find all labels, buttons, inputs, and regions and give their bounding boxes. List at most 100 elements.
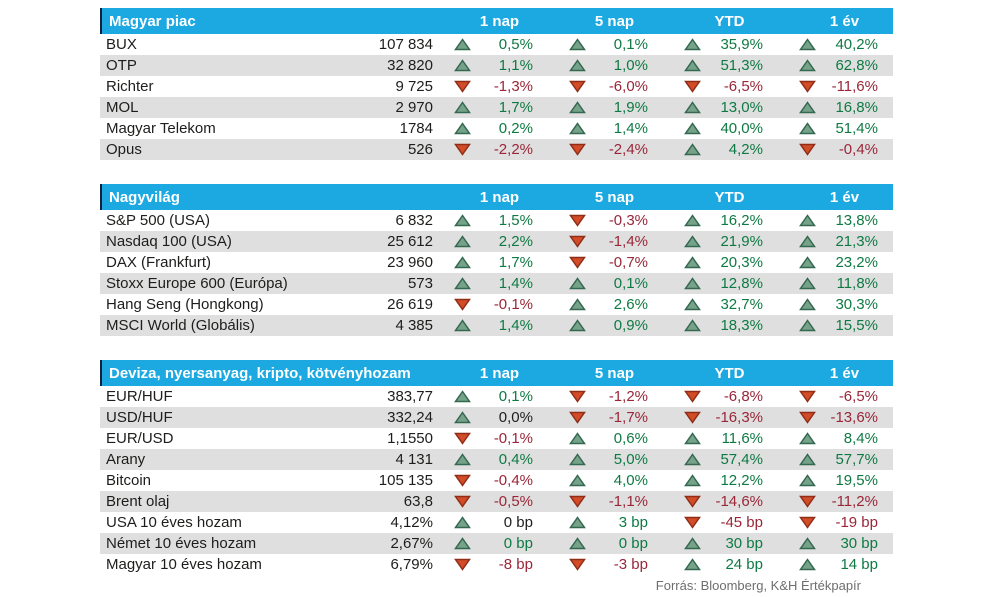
change-value: 0,1% [498, 388, 533, 405]
triangle-up-icon [454, 319, 471, 332]
instrument-value: 6 832 [395, 212, 433, 229]
change-cell: 21,9% [663, 233, 778, 250]
change-cell: 21,3% [778, 233, 893, 250]
change-value: 0,9% [613, 317, 648, 334]
change-cell: -1,7% [548, 409, 663, 426]
change-cell: 1,0% [548, 57, 663, 74]
change-cell: -6,5% [778, 388, 893, 405]
change-cell: -0,1% [433, 430, 548, 447]
change-cell: -0,7% [548, 254, 663, 271]
change-cell: -14,6% [663, 493, 778, 510]
instrument-value: 107 834 [378, 36, 433, 53]
triangle-up-icon [569, 59, 586, 72]
section-title: Nagyvilág [109, 188, 180, 206]
change-value: -1,3% [493, 78, 533, 95]
triangle-up-icon [569, 298, 586, 311]
change-value: -0,1% [493, 296, 533, 313]
triangle-down-icon [454, 558, 471, 571]
triangle-up-icon [799, 59, 816, 72]
change-cell: 3 bp [548, 514, 663, 531]
change-cell: 1,4% [433, 317, 548, 334]
triangle-down-icon [569, 143, 586, 156]
triangle-down-icon [799, 495, 816, 508]
instrument-name: USD/HUF [106, 409, 173, 426]
change-value: 0,5% [498, 36, 533, 53]
change-cell: 40,0% [663, 120, 778, 137]
change-value: 4,2% [728, 141, 763, 158]
instrument-name: Magyar 10 éves hozam [106, 556, 262, 573]
change-value: 40,0% [720, 120, 763, 137]
triangle-up-icon [684, 214, 701, 227]
table-row: EUR/USD 1,1550 -0,1% 0,6% 11,6% 8,4% [100, 428, 893, 449]
instrument-value: 4 385 [395, 317, 433, 334]
instrument-value: 9 725 [395, 78, 433, 95]
change-value: -1,1% [608, 493, 648, 510]
change-cell: -3 bp [548, 556, 663, 573]
triangle-up-icon [799, 256, 816, 269]
change-cell: 0 bp [433, 514, 548, 531]
triangle-up-icon [799, 38, 816, 51]
change-value: 51,3% [720, 57, 763, 74]
change-value: -0,7% [608, 254, 648, 271]
change-value: -6,8% [723, 388, 763, 405]
change-cell: 19,5% [778, 472, 893, 489]
change-cell: 30 bp [663, 535, 778, 552]
triangle-up-icon [454, 256, 471, 269]
column-header: 1 év [829, 364, 860, 382]
column-header: 5 nap [594, 364, 635, 382]
change-cell: -1,4% [548, 233, 663, 250]
table-row: OTP 32 820 1,1% 1,0% 51,3% 62,8% [100, 55, 893, 76]
change-value: -6,0% [608, 78, 648, 95]
change-cell: 1,4% [433, 275, 548, 292]
change-value: -0,1% [493, 430, 533, 447]
instrument-value: 23 960 [387, 254, 433, 271]
change-value: -1,7% [608, 409, 648, 426]
triangle-up-icon [454, 214, 471, 227]
change-cell: 13,8% [778, 212, 893, 229]
triangle-up-icon [799, 235, 816, 248]
table-row: BUX 107 834 0,5% 0,1% 35,9% 40,2% [100, 34, 893, 55]
column-header: 1 év [829, 12, 860, 30]
change-cell: 51,3% [663, 57, 778, 74]
change-cell: 0,2% [433, 120, 548, 137]
change-value: 20,3% [720, 254, 763, 271]
change-value: -11,6% [831, 78, 878, 95]
triangle-up-icon [684, 235, 701, 248]
change-value: -45 bp [720, 514, 763, 531]
change-value: 35,9% [720, 36, 763, 53]
change-value: 30,3% [835, 296, 878, 313]
table-row: Magyar Telekom 1784 0,2% 1,4% 40,0% 51,4% [100, 118, 893, 139]
change-cell: -0,5% [433, 493, 548, 510]
change-cell: 12,2% [663, 472, 778, 489]
change-cell: 15,5% [778, 317, 893, 334]
triangle-up-icon [799, 298, 816, 311]
instrument-name: Nasdaq 100 (USA) [106, 233, 232, 250]
table-row: Brent olaj 63,8 -0,5% -1,1% -14,6% -11,2% [100, 491, 893, 512]
change-cell: 13,0% [663, 99, 778, 116]
instrument-value: 526 [407, 141, 433, 158]
change-value: 1,4% [613, 120, 648, 137]
instrument-name: Arany [106, 451, 146, 468]
change-cell: 1,9% [548, 99, 663, 116]
change-cell: 0,1% [548, 36, 663, 53]
change-value: 40,2% [835, 36, 878, 53]
change-value: 1,7% [498, 254, 533, 271]
change-value: 21,9% [720, 233, 763, 250]
change-value: 1,7% [498, 99, 533, 116]
change-value: 23,2% [835, 254, 878, 271]
change-cell: 24 bp [663, 556, 778, 573]
instrument-value: 2 970 [395, 99, 433, 116]
triangle-up-icon [799, 214, 816, 227]
change-cell: 18,3% [663, 317, 778, 334]
change-cell: 2,2% [433, 233, 548, 250]
triangle-down-icon [569, 80, 586, 93]
section-body: S&P 500 (USA) 6 832 1,5% -0,3% 16,2% 13,8% Nas… [100, 210, 893, 336]
triangle-down-icon [684, 495, 701, 508]
table-row: Stoxx Europe 600 (Európa) 573 1,4% 0,1% 12,8… [100, 273, 893, 294]
change-cell: 16,8% [778, 99, 893, 116]
change-value: -8 bp [498, 556, 533, 573]
change-value: -11,2% [831, 493, 878, 510]
section-body: EUR/HUF 383,77 0,1% -1,2% -6,8% -6,5% USD/HUF 3… [100, 386, 893, 575]
change-cell: 0,6% [548, 430, 663, 447]
triangle-up-icon [684, 59, 701, 72]
